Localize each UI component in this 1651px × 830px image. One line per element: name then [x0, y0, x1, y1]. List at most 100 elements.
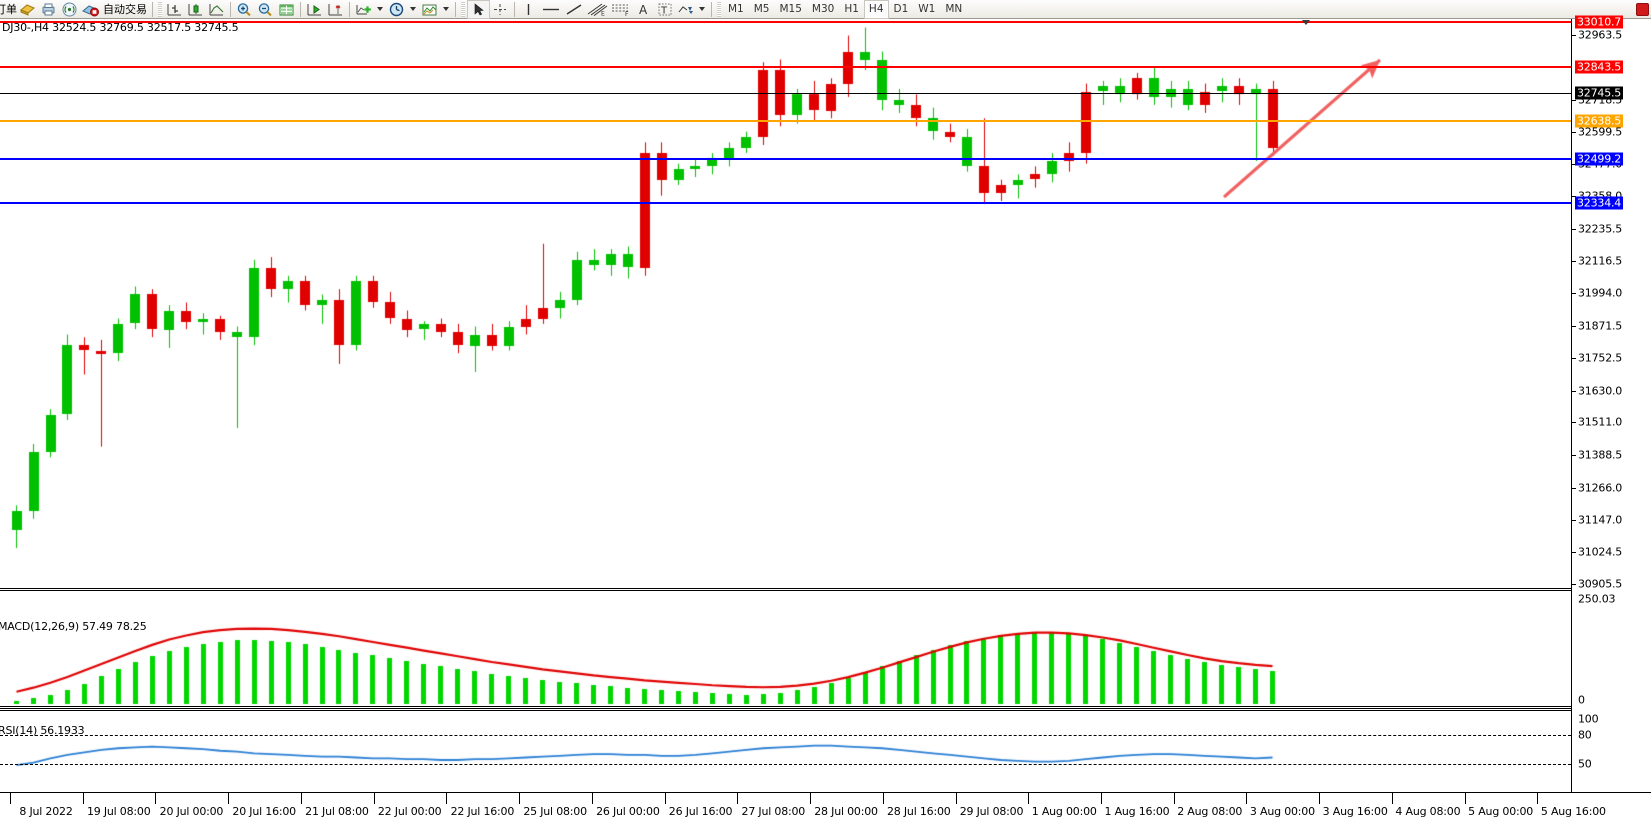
new-order-label[interactable]: 新订单	[0, 3, 17, 16]
rsi-scale-80-label: 80	[1578, 728, 1592, 742]
time-axis-label: 4 Aug 08:00	[1395, 805, 1461, 818]
price-level-line-support[interactable]	[0, 157, 1571, 160]
time-axis-label: 21 Jul 08:00	[305, 805, 369, 818]
line-chart-icon[interactable]	[206, 1, 227, 18]
indicators-icon[interactable]	[353, 1, 374, 18]
price-axis-tick	[1572, 164, 1576, 166]
price-level-line-resistance[interactable]	[0, 65, 1571, 68]
price-level-line-resistance[interactable]	[0, 21, 1571, 23]
price-level-tag-support[interactable]: 32334.4	[1575, 196, 1624, 210]
price-level-line-support[interactable]	[0, 201, 1571, 204]
price-axis-tick	[1572, 487, 1576, 489]
rsi-indicator-label: RSI(14) 56.1933	[0, 724, 85, 737]
tab-timeframe-h1[interactable]: H1	[844, 3, 859, 15]
price-axis-tick-label: 32963.5	[1578, 28, 1623, 42]
candlestick-chart-icon[interactable]	[185, 1, 206, 18]
time-axis-tick	[955, 793, 957, 804]
chart-window[interactable]: DJ30-,H4 32524.5 32769.5 32517.5 32745.5…	[0, 15, 1651, 830]
price-level-tag-pivot[interactable]: 32638.5	[1575, 114, 1624, 128]
price-level-line-current-price[interactable]	[0, 92, 1571, 94]
trendline-icon[interactable]	[563, 1, 585, 18]
signal-icon[interactable]	[59, 1, 80, 18]
svg-text:A: A	[639, 3, 648, 17]
svg-text:T: T	[660, 5, 668, 16]
price-axis-tick-label: 32116.5	[1578, 254, 1623, 268]
text-icon[interactable]: A	[633, 1, 654, 18]
time-axis-tick	[664, 793, 666, 804]
time-axis-tick	[155, 793, 157, 804]
main-toolbar[interactable]: 新订单 自动交易	[0, 0, 1651, 19]
time-axis-tick	[82, 793, 84, 804]
templates-dropdown-caret[interactable]	[443, 7, 449, 11]
templates-icon[interactable]	[419, 1, 440, 18]
price-axis-tick-label: 31630.0	[1578, 384, 1623, 398]
price-level-tag-support[interactable]: 32499.2	[1575, 152, 1624, 166]
tab-timeframe-mn[interactable]: MN	[945, 3, 963, 15]
price-axis-tick	[1572, 228, 1576, 230]
price-plot-area[interactable]: DJ30-,H4 32524.5 32769.5 32517.5 32745.5…	[0, 19, 1571, 830]
price-axis-tick-label: 32235.5	[1578, 222, 1623, 236]
horizontal-line-icon[interactable]	[539, 1, 563, 18]
stop-auto-trading-icon[interactable]	[80, 1, 101, 18]
fibonacci-retracement-icon[interactable]: F	[609, 1, 633, 18]
tab-timeframe-m1[interactable]: M1	[728, 3, 744, 15]
price-axis[interactable]: 32963.532718.532599.532477.032358.032235…	[1571, 15, 1651, 830]
chart-scroll-caret[interactable]	[1302, 20, 1310, 25]
tab-timeframe-m15[interactable]: M15	[779, 3, 802, 15]
time-axis-tick	[10, 793, 11, 804]
time-axis-tick	[591, 793, 593, 804]
price-axis-tick-label: 31752.5	[1578, 351, 1623, 365]
objects-list-icon[interactable]	[675, 1, 696, 18]
time-axis-label: 27 Jul 08:00	[741, 805, 806, 818]
price-axis-tick-label: 30905.5	[1578, 577, 1623, 591]
data-window-icon[interactable]	[276, 1, 297, 18]
time-axis-label: 19 Jul 08:00	[86, 805, 151, 818]
symbol-ohlc-label: DJ30-,H4 32524.5 32769.5 32517.5 32745.5	[2, 21, 239, 34]
price-axis-tick	[1572, 293, 1576, 295]
pane-separator	[0, 706, 1571, 707]
tab-timeframe-m5[interactable]: M5	[753, 3, 770, 15]
chart-shift-icon[interactable]	[325, 1, 346, 18]
price-level-tag-resistance[interactable]: 33010.7	[1575, 15, 1624, 29]
zoom-in-icon[interactable]	[234, 1, 255, 18]
time-axis-tick	[1028, 793, 1030, 804]
tab-timeframe-d1[interactable]: D1	[893, 3, 909, 15]
price-axis-tick	[1572, 422, 1576, 424]
svg-text:F: F	[625, 11, 629, 17]
zoom-out-icon[interactable]	[255, 1, 276, 18]
tab-timeframe-w1[interactable]: W1	[918, 3, 936, 15]
tab-timeframe-h4[interactable]: H4	[863, 0, 889, 19]
time-axis-label: 26 Jul 00:00	[596, 805, 660, 818]
indicators-dropdown-caret[interactable]	[377, 7, 383, 11]
time-axis[interactable]: 8 Jul 2022 19 Jul 08:00 20 Jul 00:00 20 Jul…	[0, 792, 1651, 830]
bar-chart-icon[interactable]	[164, 1, 185, 18]
expert-advisor-icon[interactable]	[17, 1, 38, 18]
objects-dropdown-caret[interactable]	[699, 7, 705, 11]
crosshair-icon[interactable]	[490, 1, 511, 18]
periods-clock-icon[interactable]	[386, 1, 407, 18]
rsi-level-line	[0, 735, 1571, 736]
vertical-line-icon[interactable]	[518, 1, 539, 18]
price-axis-tick-label: 31871.5	[1578, 319, 1623, 333]
rsi-scale-100-label: 100	[1578, 712, 1599, 726]
price-level-tag-resistance[interactable]: 32843.5	[1575, 60, 1624, 74]
periods-dropdown-caret[interactable]	[410, 7, 416, 11]
time-axis-tick	[810, 793, 812, 804]
time-axis-tick	[373, 793, 375, 804]
time-axis-tick	[1319, 793, 1321, 804]
print-icon[interactable]	[38, 1, 59, 18]
price-level-line-pivot[interactable]	[0, 120, 1571, 123]
time-axis-tick	[737, 793, 739, 804]
auto-trading-label[interactable]: 自动交易	[103, 3, 147, 16]
cursor-icon[interactable]	[467, 0, 490, 19]
close-window-button[interactable]	[1636, 3, 1649, 16]
text-label-icon[interactable]: T	[654, 1, 675, 18]
tab-timeframe-m30[interactable]: M30	[811, 3, 835, 15]
candlestick-canvas	[0, 19, 1571, 830]
price-axis-tick	[1572, 326, 1576, 328]
price-level-tag-current-price[interactable]: 32745.5	[1575, 86, 1624, 100]
auto-scroll-icon[interactable]	[304, 1, 325, 18]
time-axis-label: 29 Jul 08:00	[959, 805, 1024, 818]
equidistant-channel-icon[interactable]: E	[585, 1, 609, 18]
time-axis-label: 20 Jul 00:00	[159, 805, 224, 818]
